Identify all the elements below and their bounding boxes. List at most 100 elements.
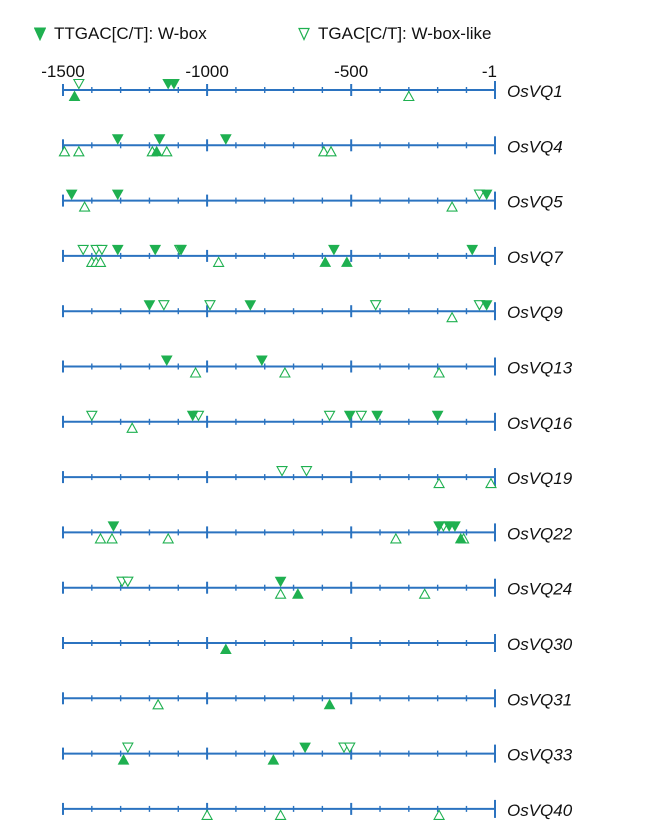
wbox-like-marker (160, 145, 173, 157)
axis-tick-label: -500 (334, 62, 368, 81)
wbox-marker (343, 410, 356, 422)
wbox-like-marker (106, 532, 118, 544)
wbox-like-marker (72, 145, 85, 157)
wbox-marker (107, 521, 120, 532)
gene-label: OsVQ13 (507, 359, 573, 378)
wbox-marker (267, 754, 280, 765)
wbox-marker (480, 300, 493, 311)
gene-label: OsVQ31 (507, 690, 572, 709)
wbox-marker (431, 410, 444, 422)
wbox-marker (111, 189, 124, 201)
legend-wbox: TTGAC[C/T]: W-box (34, 22, 207, 46)
wbox-like-marker (152, 698, 165, 710)
wbox-like-marker (300, 466, 313, 477)
wbox-marker (149, 244, 162, 256)
wbox-marker (150, 145, 163, 157)
wbox-like-marker (325, 145, 337, 157)
axis-tick-label: -1000 (185, 62, 228, 81)
wbox-marker (433, 521, 445, 532)
wbox-marker (371, 410, 383, 422)
legend-wbox-like: TGAC[C/T]: W-box-like (298, 22, 491, 46)
wbox-like-marker (433, 366, 446, 378)
wbox-like-marker (473, 300, 486, 311)
wbox-like-marker (121, 742, 134, 754)
wbox-marker (341, 256, 353, 267)
wbox-like-marker (389, 532, 402, 544)
gene-label: OsVQ9 (507, 303, 563, 322)
wbox-marker (65, 189, 78, 201)
wbox-marker (219, 134, 232, 145)
wbox-like-marker (94, 532, 107, 544)
wbox-like-marker (485, 477, 497, 489)
wbox-marker (143, 300, 156, 311)
wbox-like-marker (126, 422, 139, 433)
wbox-like-marker (189, 366, 202, 378)
gene-label: OsVQ33 (507, 746, 573, 765)
open-triangle-icon (298, 27, 310, 41)
legend-wbox-label: TTGAC[C/T]: W-box (54, 24, 207, 43)
wbox-marker (292, 588, 304, 599)
wbox-like-marker (77, 244, 90, 256)
gene-label: OsVQ40 (507, 801, 573, 820)
wbox-like-marker (85, 410, 98, 422)
gene-label: OsVQ4 (507, 137, 563, 156)
wbox-like-marker (212, 256, 225, 267)
wbox-like-marker (95, 244, 108, 256)
wbox-marker (68, 90, 81, 101)
wbox-like-marker (201, 809, 214, 820)
wbox-like-marker (323, 410, 336, 422)
wbox-marker (328, 244, 340, 256)
gene-label: OsVQ24 (507, 580, 572, 599)
wbox-like-marker (72, 78, 85, 90)
wbox-like-marker (94, 256, 107, 267)
wbox-marker (299, 742, 311, 754)
wbox-like-marker (446, 311, 458, 323)
gene-label: OsVQ7 (507, 248, 563, 267)
wbox-marker (244, 300, 257, 311)
gene-label: OsVQ19 (507, 469, 573, 488)
gene-label: OsVQ5 (507, 193, 563, 212)
wbox-marker (153, 134, 166, 145)
wbox-like-marker (343, 742, 356, 754)
wbox-marker (160, 355, 173, 367)
wbox-like-marker (58, 145, 71, 157)
wbox-like-marker (162, 532, 175, 544)
wbox-like-marker (355, 410, 368, 422)
wbox-marker (323, 698, 336, 710)
wbox-like-marker (446, 200, 458, 212)
legend-wbox-like-label: TGAC[C/T]: W-box-like (318, 24, 492, 43)
axis-tick-label: -1 (482, 62, 497, 81)
axis-tick-label: -1500 (41, 62, 84, 81)
wbox-like-marker (433, 809, 446, 820)
wbox-like-marker (369, 300, 382, 311)
wbox-like-marker (473, 189, 486, 201)
wbox-marker (480, 189, 493, 201)
wbox-marker (186, 410, 199, 422)
wbox-like-marker (274, 809, 287, 820)
wbox-marker (175, 244, 188, 256)
wbox-marker (256, 355, 268, 367)
wbox-marker (449, 521, 461, 532)
wbox-like-marker (204, 300, 216, 311)
wbox-marker (466, 244, 479, 256)
wbox-marker (219, 643, 232, 654)
wbox-marker (111, 244, 124, 256)
wbox-like-marker (276, 466, 288, 477)
wbox-like-marker (402, 90, 415, 102)
wbox-like-marker (433, 477, 446, 489)
wbox-marker (117, 754, 130, 765)
wbox-marker (319, 256, 332, 267)
wbox-like-marker (274, 588, 287, 599)
wbox-marker (111, 134, 124, 145)
wbox-like-marker (317, 145, 330, 157)
wbox-marker (168, 79, 180, 90)
wbox-like-marker (157, 300, 170, 311)
wbox-marker (274, 576, 287, 588)
gene-label: OsVQ22 (507, 524, 573, 543)
wbox-like-marker (278, 366, 291, 378)
wbox-marker (454, 532, 467, 544)
filled-triangle-icon (34, 27, 46, 41)
gene-label: OsVQ30 (507, 635, 573, 654)
